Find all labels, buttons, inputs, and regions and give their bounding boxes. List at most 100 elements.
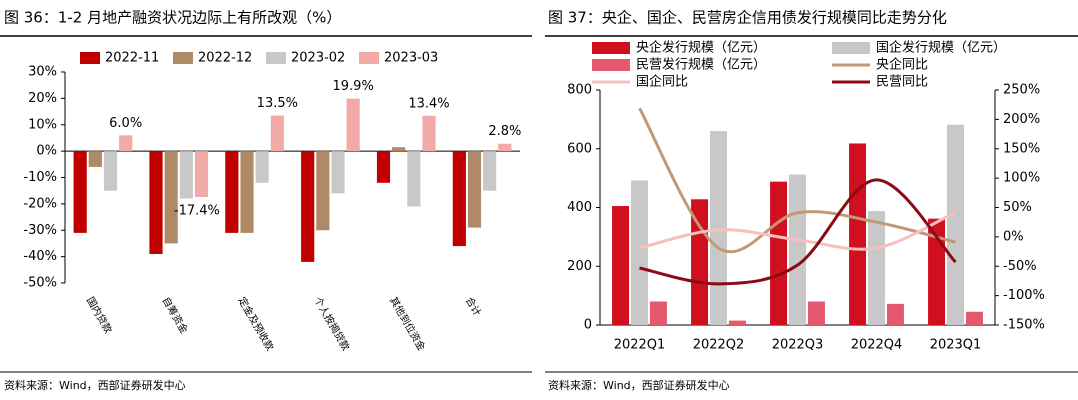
bar <box>407 151 421 207</box>
bar <box>631 180 648 325</box>
source: 资料来源：Wind，西部证券研发中心 <box>548 378 730 392</box>
value-label: 6.0% <box>109 116 142 131</box>
value-label: 2.8% <box>488 124 521 139</box>
y-tick-label: 200 <box>567 259 592 274</box>
line <box>639 178 957 286</box>
bar <box>452 151 466 247</box>
bar <box>422 115 436 152</box>
bar <box>728 320 746 325</box>
legend-label: 央企发行规模（亿元） <box>636 40 766 56</box>
legend-label: 民营同比 <box>876 75 928 90</box>
bar <box>240 151 254 233</box>
y-tick-label: -10% <box>23 170 57 185</box>
y2-tick-label: 50% <box>1003 200 1032 215</box>
x-tick-label: 合计 <box>463 295 484 319</box>
source: 资料来源：Wind，西部证券研发中心 <box>4 378 186 392</box>
legend-label: 2023-02 <box>291 51 345 66</box>
y-tick-label: 0 <box>584 318 592 333</box>
x-tick-label: 2022Q2 <box>693 338 745 353</box>
bar <box>770 181 788 325</box>
value-label: -17.4% <box>174 204 220 219</box>
x-tick-label: 2022Q3 <box>772 338 824 353</box>
x-tick-label: 2023Q1 <box>930 338 982 353</box>
line <box>638 107 956 254</box>
y2-tick-label: -100% <box>1003 288 1045 303</box>
legend-label: 国企同比 <box>636 74 688 90</box>
y-tick-label: 20% <box>28 91 57 106</box>
bar <box>331 151 345 194</box>
legend-swatch <box>359 52 379 64</box>
y-tick-label: 0% <box>36 144 57 159</box>
bar <box>149 151 163 254</box>
x-tick-label: 自筹资金 <box>160 295 191 336</box>
y-tick-label: -40% <box>23 249 57 264</box>
bar <box>868 211 885 325</box>
y2-tick-label: 250% <box>1003 83 1040 98</box>
bar <box>886 303 904 325</box>
y2-tick-label: -150% <box>1003 318 1045 333</box>
legend-swatch <box>266 52 286 64</box>
legend-label: 2022-11 <box>105 51 159 66</box>
y2-tick-label: 150% <box>1003 141 1040 156</box>
legend-swatch <box>592 42 630 54</box>
y2-tick-label: 200% <box>1003 112 1040 127</box>
x-tick-label: 2022Q4 <box>851 338 903 353</box>
chart-title: 图 37：央企、国企、民营房企信用债发行规模同比走势分化 <box>548 9 947 27</box>
x-tick-label: 个人按揭贷款 <box>311 295 352 353</box>
bar <box>789 174 806 325</box>
legend-label: 民营发行规模（亿元） <box>636 57 766 73</box>
value-label: 13.4% <box>408 96 449 111</box>
bar <box>255 151 269 183</box>
bar <box>225 151 239 233</box>
line <box>639 210 957 251</box>
bar <box>316 151 330 231</box>
bar <box>179 151 193 199</box>
y-tick-label: 10% <box>28 117 57 132</box>
bar <box>301 151 315 262</box>
legend-swatch <box>173 52 193 64</box>
bar <box>73 151 87 233</box>
bar <box>947 124 964 325</box>
legend-swatch <box>832 42 870 54</box>
bar <box>649 301 667 325</box>
y2-tick-label: -50% <box>1003 259 1037 274</box>
x-tick-label: 其他到位资金 <box>387 295 428 353</box>
y2-tick-label: 0% <box>1003 229 1024 244</box>
bar <box>612 206 630 325</box>
bar <box>498 143 512 152</box>
y-tick-label: -20% <box>23 196 57 211</box>
x-tick-label: 国内贷款 <box>84 295 115 336</box>
bar <box>392 147 406 152</box>
bar <box>467 151 482 228</box>
chart-title: 图 36：1-2 月地产融资状况边际上有所改观（%） <box>4 9 341 27</box>
legend-label: 2023-03 <box>384 51 438 66</box>
x-tick-label: 2022Q1 <box>614 338 666 353</box>
bar <box>376 151 391 183</box>
legend-swatch <box>80 52 100 64</box>
y-tick-label: -30% <box>23 223 57 238</box>
bar <box>103 151 118 191</box>
value-label: 13.5% <box>257 96 298 111</box>
bar <box>710 131 727 325</box>
bar <box>346 98 360 152</box>
bar <box>483 151 497 191</box>
legend-label: 国企发行规模（亿元） <box>876 40 1006 56</box>
y2-tick-label: 100% <box>1003 171 1040 186</box>
y-tick-label: 400 <box>567 200 592 215</box>
bar <box>164 151 178 244</box>
bar <box>194 151 209 198</box>
bar <box>88 151 102 167</box>
y-tick-label: -50% <box>23 276 57 291</box>
bar <box>270 115 284 152</box>
legend-swatch <box>592 59 630 71</box>
bar <box>807 301 825 325</box>
legend-label: 央企同比 <box>876 57 928 73</box>
legend-label: 2022-12 <box>198 51 252 66</box>
y-tick-label: 800 <box>567 83 592 98</box>
x-tick-label: 定金及预收款 <box>235 295 276 353</box>
y-tick-label: 600 <box>567 141 592 156</box>
bar <box>119 135 133 152</box>
value-label: 19.9% <box>333 79 374 94</box>
bar <box>849 143 867 325</box>
